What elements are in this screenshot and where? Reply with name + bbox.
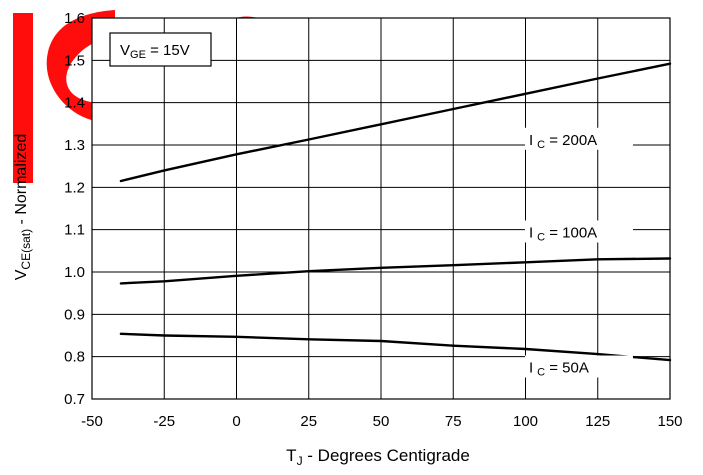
annotation-text: VGE = 15V	[120, 42, 190, 61]
series-line-3	[119, 332, 672, 362]
y-tick-label: 0.7	[64, 391, 85, 408]
x-tick-label: -50	[81, 413, 103, 430]
x-tick-labels: -50 -25 0 25 50 75 100 125 150	[81, 413, 682, 430]
series-label-background	[524, 220, 633, 243]
x-tick-label: 100	[513, 413, 538, 430]
x-tick-label: 25	[300, 413, 317, 430]
y-tick-label: 1.5	[64, 52, 85, 69]
series-label-background	[524, 355, 633, 378]
x-tick-label: 125	[585, 413, 610, 430]
annotation-frame	[109, 32, 212, 67]
y-tick-label: 1.6	[64, 10, 85, 27]
y-tick-label: 1.0	[64, 264, 85, 281]
x-tick-label: 0	[232, 413, 240, 430]
y-tick-labels: 0.7 0.8 0.9 1.0 1.1 1.2 1.3 1.4 1.5 1.6	[64, 10, 85, 408]
y-tick-label: 1.3	[64, 137, 85, 154]
y-axis-title: VCE(sat) - Normalized	[13, 134, 33, 280]
x-tick-label: 50	[373, 413, 390, 430]
series-layer	[119, 62, 672, 362]
series-label-background	[524, 127, 633, 150]
series-line-2	[119, 257, 672, 285]
x-tick-label: 150	[657, 413, 682, 430]
y-tick-label: 1.4	[64, 95, 85, 112]
y-tick-label: 1.2	[64, 179, 85, 196]
x-tick-label: 75	[445, 413, 462, 430]
grid	[92, 18, 670, 399]
y-tick-label: 0.8	[64, 349, 85, 366]
x-axis-title: TJ - Degrees Centigrade	[286, 446, 470, 468]
y-tick-label: 1.1	[64, 222, 85, 239]
series-line-1	[119, 62, 672, 183]
annotation-box: VGE = 15V	[109, 32, 212, 67]
x-tick-label: -25	[153, 413, 175, 430]
y-tick-label: 0.9	[64, 306, 85, 323]
